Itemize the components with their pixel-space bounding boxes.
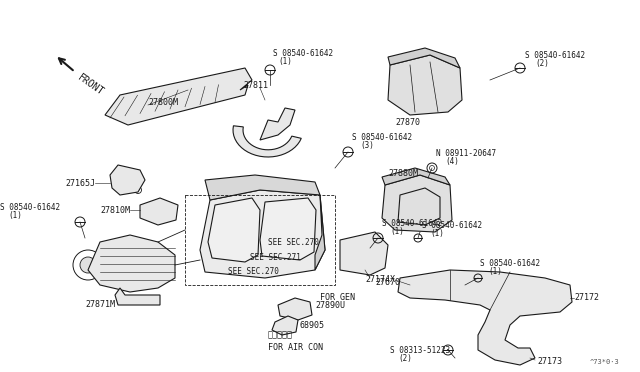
Text: 27172: 27172: [574, 294, 599, 302]
Text: 68905: 68905: [300, 321, 325, 330]
Polygon shape: [382, 168, 450, 185]
Text: 27173: 27173: [537, 357, 562, 366]
Text: FOR AIR CON: FOR AIR CON: [268, 343, 323, 352]
Text: 27871M: 27871M: [85, 300, 115, 309]
Polygon shape: [398, 270, 572, 365]
Text: (1): (1): [430, 229, 444, 238]
Text: ^73*0·3: ^73*0·3: [590, 359, 620, 365]
Polygon shape: [110, 165, 145, 195]
Polygon shape: [200, 190, 325, 278]
Polygon shape: [260, 198, 316, 260]
Text: (2): (2): [398, 354, 412, 363]
Text: (3): (3): [360, 141, 374, 150]
Text: 27811: 27811: [243, 80, 269, 90]
Polygon shape: [278, 298, 312, 320]
Text: S 08540-61642: S 08540-61642: [0, 203, 60, 212]
Text: 27174X: 27174X: [365, 276, 395, 285]
Polygon shape: [208, 198, 260, 262]
Text: N 08911-20647: N 08911-20647: [436, 149, 496, 158]
Text: (1): (1): [278, 57, 292, 66]
Text: 27800M: 27800M: [148, 97, 178, 106]
Text: (2): (2): [535, 59, 549, 68]
Text: 27670: 27670: [375, 278, 400, 287]
Text: 27890U: 27890U: [315, 301, 345, 311]
Text: FRONT: FRONT: [76, 72, 106, 97]
Polygon shape: [140, 198, 178, 225]
Circle shape: [80, 257, 96, 273]
Polygon shape: [105, 68, 252, 125]
Polygon shape: [115, 288, 160, 305]
Polygon shape: [233, 126, 301, 157]
Text: S 08540-61642: S 08540-61642: [273, 49, 333, 58]
Text: (4): (4): [445, 157, 459, 166]
Text: S 08540-61642: S 08540-61642: [525, 51, 585, 60]
Text: S 08540-61642: S 08540-61642: [480, 259, 540, 268]
Text: (1): (1): [8, 211, 22, 220]
Text: S 08540-61642: S 08540-61642: [382, 219, 442, 228]
Text: S 08540-61642: S 08540-61642: [352, 133, 412, 142]
Polygon shape: [260, 108, 295, 140]
Text: 27880M: 27880M: [388, 169, 418, 178]
Text: SEE SEC.270: SEE SEC.270: [228, 267, 279, 276]
Text: 27810M: 27810M: [100, 205, 130, 215]
Text: SEE SEC.271: SEE SEC.271: [250, 253, 301, 263]
Text: 27870: 27870: [395, 118, 420, 127]
Text: SEE SEC.270: SEE SEC.270: [268, 237, 319, 247]
Text: 27165J: 27165J: [65, 179, 95, 187]
Polygon shape: [205, 175, 320, 200]
Polygon shape: [340, 232, 388, 275]
Polygon shape: [388, 48, 460, 68]
Polygon shape: [88, 235, 175, 292]
Polygon shape: [315, 195, 325, 270]
Polygon shape: [382, 175, 452, 232]
Text: S 08540-61642: S 08540-61642: [422, 221, 482, 230]
Text: S 08313-51223: S 08313-51223: [390, 346, 450, 355]
Text: (1): (1): [488, 267, 502, 276]
Polygon shape: [272, 316, 298, 335]
Polygon shape: [388, 55, 462, 115]
Text: FOR GEN: FOR GEN: [320, 294, 355, 302]
Text: (1): (1): [390, 227, 404, 236]
Text: エアコン用: エアコン用: [268, 330, 293, 340]
